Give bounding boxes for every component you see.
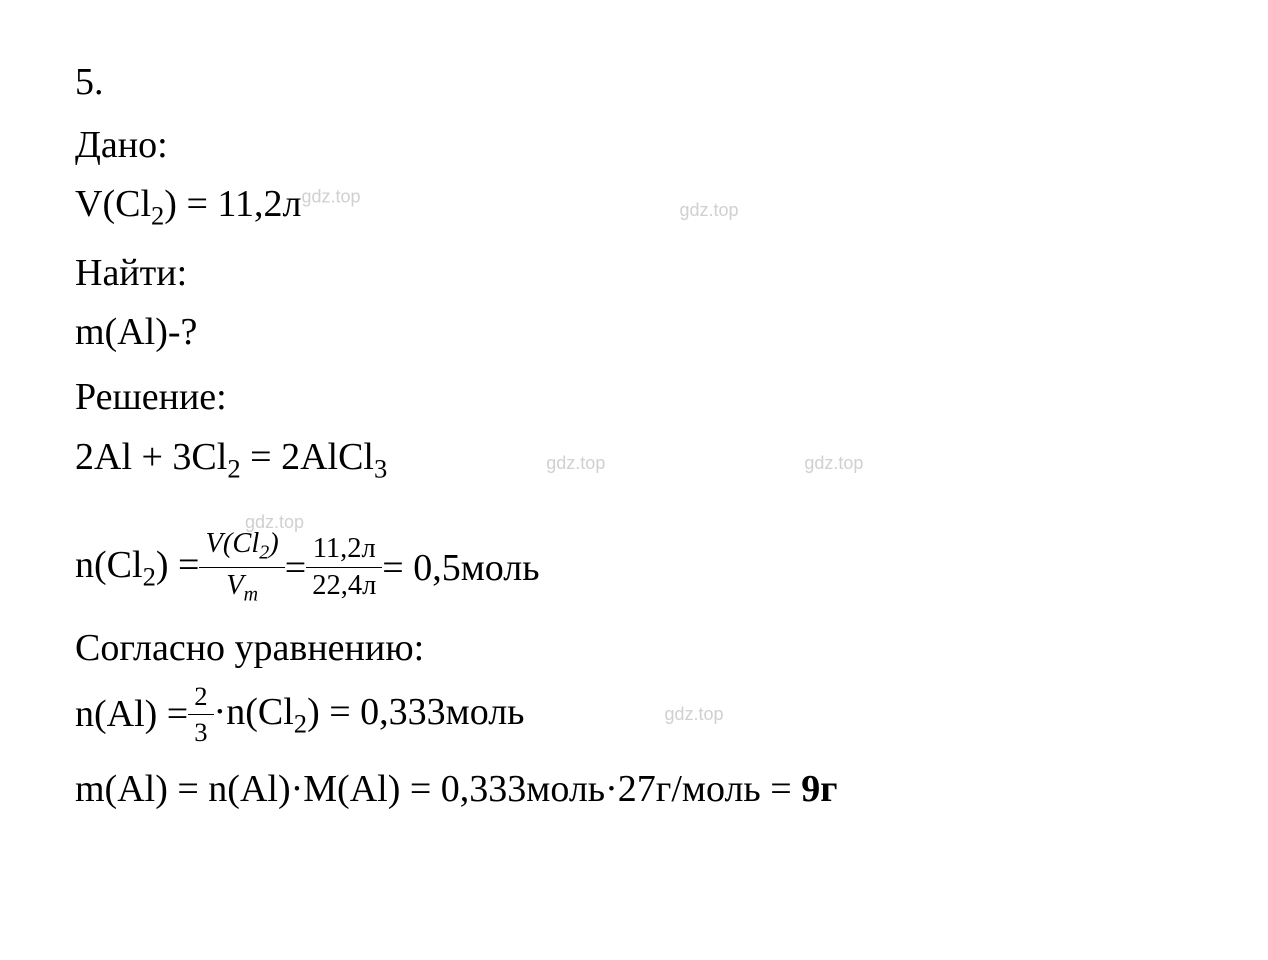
given-prefix: V(Cl [75, 183, 151, 225]
problem-number: 5. [75, 60, 1208, 104]
calc-row-3: m(Al) = n(Al)·M(Al) = 0,333моль·27г/моль… [75, 763, 1208, 816]
calc1-eq1: = [285, 546, 306, 590]
watermark-text: gdz.top [665, 704, 724, 725]
watermark-text: gdz.top [679, 200, 738, 220]
calc2-mid-suffix: ) = 0,333моль [307, 691, 524, 733]
fraction-3: 2 3 [188, 681, 213, 748]
calc3-text: m(Al) = n(Al)·M(Al) = 0,333моль·27г/моль… [75, 768, 801, 810]
frac1-den-sub: m [244, 584, 258, 606]
find-line: m(Al)-? [75, 306, 1208, 359]
calc3-result: 9г [801, 768, 837, 810]
given-label: Дано: [75, 119, 1208, 172]
reaction-mid: = 2AlCl [241, 436, 374, 478]
reaction-sub1: 2 [227, 453, 240, 483]
given-suffix: ) = 11,2л [164, 183, 301, 225]
frac3-num: 2 [188, 681, 213, 715]
calc2-mid-sub: 2 [294, 708, 307, 738]
given-line: V(Cl2) = 11,2лgdz.top gdz.top [75, 178, 1208, 235]
calc1-lhs-sub: 2 [143, 561, 156, 591]
reaction-equation: 2Al + 3Cl2 = 2AlCl3 gdz.top gdz.top [75, 431, 1208, 488]
calc1-lhs-prefix: n(Cl [75, 544, 143, 586]
calc1-result: = 0,5моль [382, 546, 539, 590]
watermark-text: gdz.top [804, 453, 863, 473]
calc-row-1: n(Cl2) = V(Cl2) Vm = 11,2л 22,4л = 0,5мо… [75, 528, 1208, 606]
find-label: Найти: [75, 247, 1208, 300]
according-label: Согласно уравнению: [75, 622, 1208, 675]
fraction-1: V(Cl2) Vm [199, 528, 284, 606]
fraction-2: 11,2л 22,4л [306, 533, 382, 602]
reaction-sub2: 3 [374, 453, 387, 483]
watermark-sup: gdz.top [301, 187, 360, 207]
given-sub: 2 [151, 201, 164, 231]
solution-label: Решение: [75, 371, 1208, 424]
frac1-num-sub: 2 [259, 542, 269, 564]
calc-row-2: n(Al) = 2 3 ·n(Cl2) = 0,333моль gdz.top [75, 681, 1208, 748]
calc1-lhs-suffix: ) = [156, 544, 200, 586]
frac1-num-suffix: ) [269, 528, 279, 559]
frac1-num-prefix: V(Cl [205, 528, 259, 559]
frac2-den: 22,4л [306, 568, 382, 602]
reaction-prefix: 2Al + 3Cl [75, 436, 227, 478]
frac2-num: 11,2л [306, 533, 382, 568]
calc2-mid-prefix: ·n(Cl [214, 691, 294, 733]
watermark-text: gdz.top [546, 453, 605, 473]
frac1-den-prefix: V [226, 570, 243, 601]
calc2-lhs: n(Al) = [75, 692, 188, 736]
frac3-den: 3 [188, 715, 213, 748]
